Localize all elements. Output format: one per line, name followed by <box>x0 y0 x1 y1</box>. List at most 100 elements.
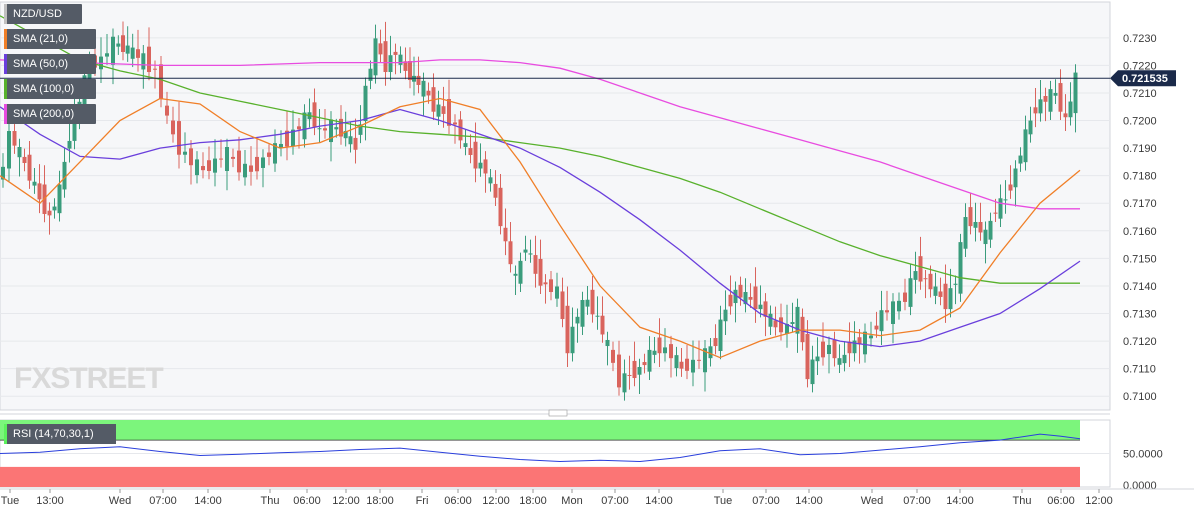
candle-body <box>718 319 723 352</box>
x-tick-label: 12:00 <box>332 495 360 507</box>
candle-body <box>121 35 125 52</box>
rsi-legend[interactable]: RSI (14,70,30,1) <box>4 424 116 444</box>
candle-body <box>67 140 72 149</box>
candle-body <box>518 260 523 284</box>
sma100-line <box>0 15 1080 284</box>
candle-body <box>555 286 559 299</box>
candle-body <box>988 220 993 240</box>
candle-body <box>585 299 590 307</box>
candle-body <box>237 150 241 173</box>
candle-body <box>373 38 378 76</box>
candle-body <box>810 359 815 385</box>
candle-body <box>1023 129 1028 163</box>
candle-body <box>852 340 857 354</box>
candle-body <box>62 161 67 190</box>
candle-body <box>291 129 295 147</box>
x-tick-label: 13:00 <box>36 495 64 507</box>
legend-sma50[interactable]: SMA (50,0) <box>4 54 96 74</box>
legend-sma50-label: SMA (50,0) <box>13 58 69 70</box>
candle-body <box>538 258 543 286</box>
candle-body <box>874 325 879 330</box>
candle-body <box>125 45 130 54</box>
candle-body <box>408 60 412 81</box>
x-tick-label: 14:00 <box>795 495 823 507</box>
candle-body <box>790 322 795 324</box>
candle-body <box>368 68 373 81</box>
legend-pair-label: NZD/USD <box>13 8 62 20</box>
candle-body <box>458 119 463 141</box>
candle-body <box>1043 96 1048 102</box>
candle-body <box>1053 92 1058 96</box>
legend-sma200[interactable]: SMA (200,0) <box>4 104 96 124</box>
candle-body <box>279 143 283 149</box>
candle-body <box>743 292 748 305</box>
candle-body <box>1 166 5 180</box>
x-tick-label: Thu <box>261 495 280 507</box>
last-price-tag[interactable] <box>1110 70 1176 87</box>
candle-body <box>225 147 229 171</box>
candle-body <box>27 154 32 181</box>
candle-body <box>1003 199 1008 201</box>
candle-body <box>973 221 978 228</box>
x-tick-label: 14:00 <box>194 495 222 507</box>
y-tick-label: 0.7190 <box>1123 143 1157 155</box>
candle-body <box>795 306 800 334</box>
legend-pair[interactable]: NZD/USD <box>4 4 82 24</box>
candle-body <box>549 279 553 293</box>
x-tick-label: 18:00 <box>366 495 394 507</box>
candle-body <box>708 346 713 359</box>
candle-body <box>153 68 157 70</box>
candle-body <box>805 333 810 380</box>
candle-body <box>863 331 867 355</box>
x-tick-label: 07:00 <box>903 495 931 507</box>
candle-body <box>7 131 11 169</box>
x-tick-label: 07:00 <box>601 495 629 507</box>
candle-body <box>348 136 353 145</box>
candle-body <box>1038 99 1043 114</box>
y-tick-label: 0.7160 <box>1123 226 1157 238</box>
candle-body <box>815 356 820 362</box>
candle-body <box>611 349 615 363</box>
candle-body <box>753 286 758 310</box>
legend-sma100[interactable]: SMA (100,0) <box>4 79 96 99</box>
candle-body <box>885 310 889 313</box>
y-tick-label: 0.7230 <box>1123 33 1157 45</box>
candle-body <box>12 131 17 146</box>
candle-body <box>1068 101 1073 118</box>
candle-body <box>302 112 307 140</box>
candle-body <box>255 156 259 172</box>
pane-resize-handle[interactable] <box>548 409 568 417</box>
candle-body <box>674 355 679 369</box>
candle-body <box>421 80 426 97</box>
candle-body <box>691 359 695 373</box>
candle-body <box>1018 155 1023 164</box>
candle-body <box>488 177 493 184</box>
candle-body <box>72 113 77 141</box>
x-tick-label: Tue <box>1 495 20 507</box>
candle-body <box>523 249 528 253</box>
candle-body <box>738 284 743 298</box>
x-tick-label: 06:00 <box>1047 495 1075 507</box>
x-tick-label: Mon <box>561 495 582 507</box>
candle-body <box>57 184 62 214</box>
candle-body <box>243 163 247 178</box>
y-tick-label: 0.7130 <box>1123 309 1157 321</box>
candle-body <box>1033 107 1038 114</box>
candle-body <box>1008 184 1013 191</box>
candle-body <box>378 43 383 55</box>
x-tick-label: Fri <box>416 495 429 507</box>
candle-body <box>388 55 393 73</box>
candle-body <box>312 102 317 127</box>
y-tick-label: 0.7170 <box>1123 198 1157 210</box>
legend-sma21[interactable]: SMA (21,0) <box>4 29 96 49</box>
candle-body <box>733 289 738 304</box>
watermark: FXSTREET <box>14 362 163 395</box>
candle-body <box>22 156 27 163</box>
legend-sma100-label: SMA (100,0) <box>13 83 75 95</box>
candle-body <box>334 127 339 130</box>
candle-body <box>468 148 473 155</box>
y-tick-label: 0.7200 <box>1123 116 1157 128</box>
candle-body <box>416 75 421 85</box>
candle-body <box>570 326 575 354</box>
